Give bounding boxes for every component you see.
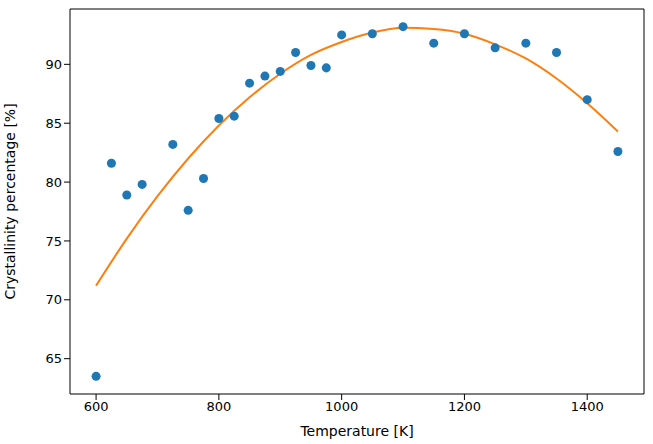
- svg-text:70: 70: [45, 292, 62, 307]
- svg-text:80: 80: [45, 175, 62, 190]
- svg-text:Temperature [K]: Temperature [K]: [299, 423, 413, 439]
- svg-text:65: 65: [45, 351, 62, 366]
- svg-text:800: 800: [206, 399, 231, 414]
- svg-text:75: 75: [45, 234, 62, 249]
- svg-text:85: 85: [45, 116, 62, 131]
- svg-text:Crystallinity percentage [%]: Crystallinity percentage [%]: [2, 103, 18, 299]
- svg-text:1200: 1200: [448, 399, 481, 414]
- svg-text:600: 600: [84, 399, 109, 414]
- svg-text:1000: 1000: [325, 399, 358, 414]
- svg-text:90: 90: [45, 57, 62, 72]
- svg-text:1400: 1400: [571, 399, 604, 414]
